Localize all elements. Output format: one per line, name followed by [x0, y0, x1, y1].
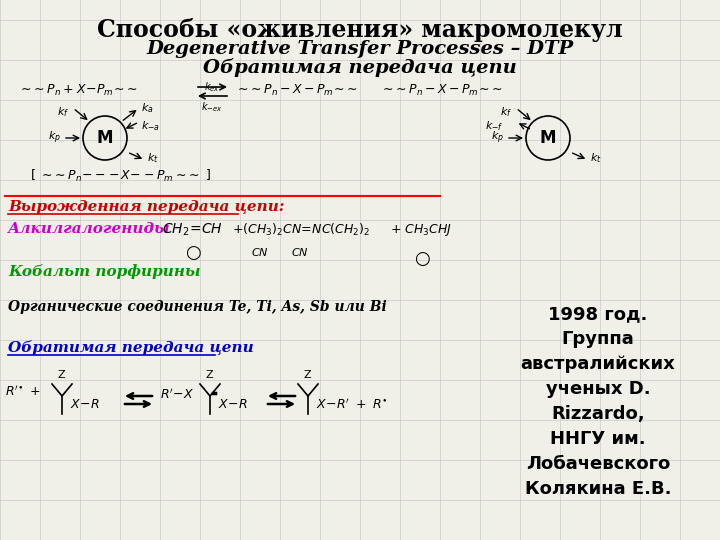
Text: Органические соединения Te, Ti, As, Sb или Bi: Органические соединения Te, Ti, As, Sb и…	[8, 300, 387, 314]
Text: $k_t$: $k_t$	[147, 151, 158, 165]
Text: Degenerative Transfer Processes – DTP: Degenerative Transfer Processes – DTP	[146, 40, 574, 58]
Text: $k_{-a}$: $k_{-a}$	[141, 119, 161, 133]
Text: $k_{ex}$: $k_{ex}$	[204, 80, 220, 94]
Text: M: M	[540, 129, 557, 147]
Text: $CN$: $CN$	[291, 246, 309, 258]
Text: $+\ X\!-\!P_m\!\sim\!\sim$: $+\ X\!-\!P_m\!\sim\!\sim$	[62, 83, 138, 98]
Text: Обратимая передача цепи: Обратимая передача цепи	[8, 340, 253, 355]
Text: $\sim\!\sim P_n - X - P_m\!\sim\!\sim$: $\sim\!\sim P_n - X - P_m\!\sim\!\sim$	[380, 83, 503, 98]
Text: $\bigcirc$: $\bigcirc$	[184, 244, 202, 262]
Text: Лобачевского: Лобачевского	[526, 455, 670, 473]
Text: $k_{-f}$: $k_{-f}$	[485, 119, 504, 133]
Text: австралийских: австралийских	[521, 355, 675, 373]
Text: $X\!-\!R$: $X\!-\!R$	[218, 399, 248, 411]
Text: Кобальт порфирины: Кобальт порфирины	[8, 264, 200, 279]
Text: ученых D.: ученых D.	[546, 380, 650, 398]
Text: Rizzardo,: Rizzardo,	[552, 405, 645, 423]
Text: $k_{-ex}$: $k_{-ex}$	[201, 100, 222, 114]
Text: $X\!-\!R'\ +\ R^{\bullet}$: $X\!-\!R'\ +\ R^{\bullet}$	[316, 398, 387, 412]
Text: Обратимая передача цепи: Обратимая передача цепи	[203, 58, 517, 77]
Text: $R'\!-\!X$: $R'\!-\!X$	[160, 388, 194, 402]
Text: $+(CH_3)_2CN\!=\!NC(CH_2)_2$: $+(CH_3)_2CN\!=\!NC(CH_2)_2$	[232, 222, 370, 238]
Text: Группа: Группа	[562, 330, 634, 348]
Text: Колякина Е.В.: Колякина Е.В.	[525, 480, 671, 498]
Text: $k_f$: $k_f$	[500, 105, 512, 119]
Text: Способы «оживления» макромолекул: Способы «оживления» макромолекул	[97, 18, 623, 42]
Text: $CH_2\!=\!CH$: $CH_2\!=\!CH$	[162, 222, 223, 238]
Text: $\sim\!\sim P_n$: $\sim\!\sim P_n$	[18, 83, 61, 98]
Text: $k_f$: $k_f$	[57, 105, 69, 119]
Text: Z: Z	[57, 370, 65, 380]
Text: Z: Z	[303, 370, 311, 380]
Text: 1998 год.: 1998 год.	[549, 305, 648, 323]
Text: Z: Z	[205, 370, 213, 380]
Text: M: M	[96, 129, 113, 147]
Text: $[\ \sim\!\sim P_n\!-\!-\!-X\!-\!-P_m\sim\!\sim\ ]$: $[\ \sim\!\sim P_n\!-\!-\!-X\!-\!-P_m\si…	[30, 168, 211, 184]
Text: $\sim\!\sim P_n - X - P_m\!\sim\!\sim$: $\sim\!\sim P_n - X - P_m\!\sim\!\sim$	[235, 83, 358, 98]
Text: $k_p$: $k_p$	[48, 130, 61, 146]
Text: $X\!-\!R$: $X\!-\!R$	[70, 399, 100, 411]
Text: $k_p$: $k_p$	[491, 130, 504, 146]
Text: $R'^{\bullet}\ +$: $R'^{\bullet}\ +$	[5, 384, 41, 399]
Text: $\bigcirc$: $\bigcirc$	[413, 250, 431, 268]
Text: $CN$: $CN$	[251, 246, 269, 258]
Text: ННГУ им.: ННГУ им.	[550, 430, 646, 448]
Text: Алкилгалогениды: Алкилгалогениды	[8, 222, 171, 236]
Text: $k_a$: $k_a$	[141, 101, 153, 115]
Text: $k_t$: $k_t$	[590, 151, 602, 165]
Text: $+\ CH_3CHJ$: $+\ CH_3CHJ$	[390, 222, 452, 238]
Text: Вырожденная передача цепи:: Вырожденная передача цепи:	[8, 200, 284, 214]
